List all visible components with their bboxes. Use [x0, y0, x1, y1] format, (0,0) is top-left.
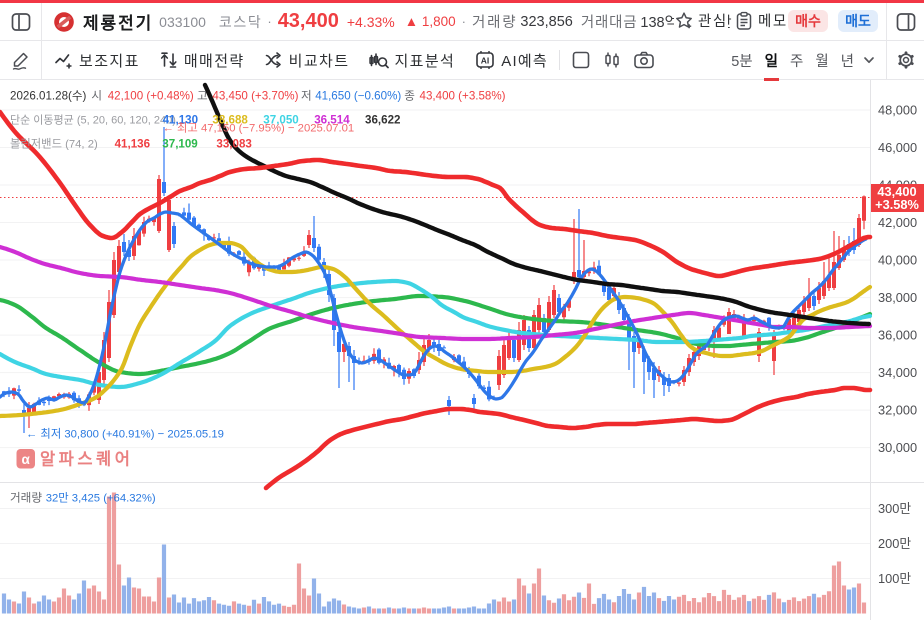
svg-text:2026.01.28(수): 2026.01.28(수) [10, 90, 87, 103]
svg-text:← 최고 47,150 (−7.95%) − 2025.07: ← 최고 47,150 (−7.95%) − 2025.07.01 [163, 122, 355, 135]
svg-text:저: 저 [301, 90, 312, 103]
svg-text:거래량: 거래량 [10, 492, 42, 505]
svg-text:36,000: 36,000 [878, 327, 917, 342]
svg-text:32,000: 32,000 [878, 402, 917, 417]
svg-text:+3.58%: +3.58% [875, 197, 919, 212]
svg-text:46,000: 46,000 [878, 140, 917, 155]
svg-text:100만: 100만 [878, 571, 911, 586]
svg-text:200만: 200만 [878, 536, 911, 551]
svg-text:32만 3,425 (+64.32%): 32만 3,425 (+64.32%) [46, 492, 156, 505]
svg-text:α: α [22, 452, 31, 467]
svg-text:41,650 (−0.60%): 41,650 (−0.60%) [315, 90, 401, 103]
svg-text:36,622: 36,622 [365, 114, 400, 127]
svg-text:고: 고 [197, 90, 208, 103]
svg-text:33,083: 33,083 [216, 138, 252, 151]
svg-text:41,130: 41,130 [163, 114, 198, 127]
svg-text:AI: AI [481, 56, 490, 66]
svg-text:36,514: 36,514 [314, 114, 350, 127]
svg-text:43,400: 43,400 [877, 184, 916, 199]
svg-text:시: 시 [91, 90, 102, 103]
svg-text:← 최저 30,800 (+40.91%) − 2025.0: ← 최저 30,800 (+40.91%) − 2025.05.19 [26, 428, 224, 441]
svg-text:300만: 300만 [878, 501, 911, 516]
svg-text:37,109: 37,109 [162, 138, 198, 151]
svg-text:48,000: 48,000 [878, 102, 917, 117]
svg-text:34,000: 34,000 [878, 365, 917, 380]
svg-text:종: 종 [404, 90, 415, 103]
svg-text:42,000: 42,000 [878, 215, 917, 230]
svg-text:41,136: 41,136 [115, 138, 151, 151]
svg-text:40,000: 40,000 [878, 252, 917, 267]
svg-text:43,450 (+3.70%): 43,450 (+3.70%) [212, 90, 298, 103]
svg-text:38,000: 38,000 [878, 290, 917, 305]
svg-text:43,400 (+3.58%): 43,400 (+3.58%) [420, 90, 506, 103]
svg-text:38,688: 38,688 [212, 114, 248, 127]
svg-text:볼린저밴드 (74, 2): 볼린저밴드 (74, 2) [10, 138, 98, 151]
svg-text:42,100 (+0.48%): 42,100 (+0.48%) [108, 90, 194, 103]
svg-text:30,000: 30,000 [878, 440, 917, 455]
svg-text:37,050: 37,050 [263, 114, 298, 127]
svg-text:단순 이동평균 (5, 20, 60, 120, 240): 단순 이동평균 (5, 20, 60, 120, 240) [10, 114, 176, 127]
svg-text:알파스퀘어: 알파스퀘어 [40, 450, 133, 469]
